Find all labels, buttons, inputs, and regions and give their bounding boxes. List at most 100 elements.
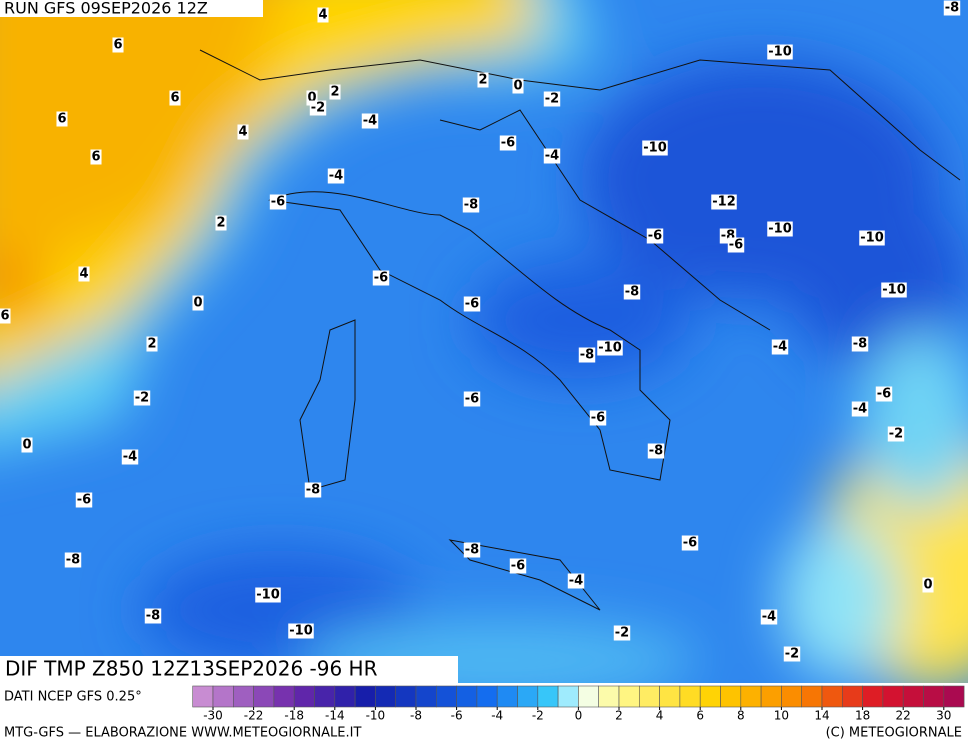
- contour-label: -8: [306, 483, 320, 498]
- contour-label: -10: [643, 141, 667, 156]
- contour-label-bg: [121, 449, 139, 465]
- contour-label-bg: [112, 37, 124, 53]
- contour-label-bg: [90, 149, 102, 165]
- colorbar-box: [902, 685, 924, 708]
- footer-right: (C) METEOGIORNALE: [826, 726, 962, 741]
- contour-label: -4: [773, 340, 787, 355]
- contour-label-bg: [146, 336, 158, 352]
- contour-label: 0: [193, 296, 202, 311]
- colorbar-box: [192, 685, 214, 708]
- contour-label-bg: [578, 347, 596, 363]
- contour-label: -8: [464, 198, 478, 213]
- contour-label: 6: [91, 150, 100, 165]
- colorbar-box: [273, 685, 295, 708]
- contour-label-bg: [255, 587, 281, 603]
- contour-label: 2: [216, 216, 225, 231]
- colorbar-tick-label: 6: [696, 709, 704, 723]
- colorbar-box: [375, 685, 396, 708]
- colorbar-box: [760, 685, 782, 708]
- contour-label: -2: [545, 92, 559, 107]
- colorbar-box: [821, 685, 843, 708]
- field-title-box: [0, 656, 458, 683]
- contour-label: 0: [307, 91, 316, 106]
- contour-label: -6: [465, 297, 479, 312]
- colorbar-tick-label: 0: [575, 709, 583, 723]
- colorbar-box: [456, 685, 478, 708]
- contour-label: -4: [762, 610, 776, 625]
- colorbar-box: [354, 685, 376, 708]
- contour-label: -2: [785, 647, 799, 662]
- contour-label: 2: [330, 85, 339, 100]
- contour-label-bg: [0, 308, 11, 324]
- colorbar: -30 -22 -18 -14 -10 -8 -6 -4 -2 0 2 4 6 8 10 14 18 22 30: [192, 685, 965, 723]
- colorbar-tick-label: 14: [814, 709, 829, 723]
- contour-label-bg: [646, 228, 664, 244]
- contour-label: -6: [511, 559, 525, 574]
- contour-label-bg: [727, 237, 745, 253]
- contour-label-bg: [597, 340, 623, 356]
- contour-label: -4: [363, 114, 377, 129]
- colorbar-box: [395, 685, 417, 708]
- colorbar-box: [841, 685, 863, 708]
- contour-label-bg: [647, 443, 665, 459]
- contour-label: -6: [465, 392, 479, 407]
- colorbar-box: [699, 685, 721, 708]
- contour-label: 0: [923, 578, 932, 593]
- contour-label: 0: [22, 438, 31, 453]
- colorbar-box: [923, 685, 945, 708]
- colorbar-tick-label: -30: [203, 709, 223, 723]
- contour-label: -8: [625, 285, 639, 300]
- contour-label: -6: [683, 536, 697, 551]
- contour-label-bg: [771, 339, 789, 355]
- contour-label: -10: [256, 588, 280, 603]
- contour-label: -8: [945, 1, 959, 16]
- contour-label: -10: [289, 624, 313, 639]
- colorbar-box: [253, 685, 275, 708]
- contour-label-bg: [543, 148, 561, 164]
- contour-label: -6: [877, 387, 891, 402]
- contour-label: -6: [271, 195, 285, 210]
- contour-label: 6: [57, 112, 66, 127]
- contour-label-bg: [133, 390, 151, 406]
- contour-label-bg: [215, 215, 227, 231]
- contour-label: -10: [598, 341, 622, 356]
- contour-label: -8: [146, 609, 160, 624]
- colorbar-tick-label: -18: [284, 709, 304, 723]
- contour-label-bg: [760, 609, 778, 625]
- contour-label-bg: [329, 84, 341, 100]
- contour-label-bg: [306, 90, 318, 106]
- colorbar-box: [638, 685, 660, 708]
- contour-label: -4: [569, 574, 583, 589]
- colorbar-box: [496, 685, 518, 708]
- coastlines: [199, 49, 961, 611]
- contour-label-bg: [477, 72, 489, 88]
- colorbar-box: [659, 685, 681, 708]
- contour-label: -8: [853, 337, 867, 352]
- colorbar-box: [578, 685, 600, 708]
- contour-label-bg: [623, 284, 641, 300]
- colorbar-tick-label: 30: [936, 709, 951, 723]
- colorbar-tick-label: -4: [491, 709, 503, 723]
- contour-label: 4: [318, 8, 327, 23]
- contour-label-bg: [75, 492, 93, 508]
- contour-label-bg: [288, 623, 314, 639]
- contour-label: -12: [712, 195, 736, 210]
- contour-label-bg: [462, 197, 480, 213]
- contour-label: 6: [113, 38, 122, 53]
- contour-label-bg: [237, 124, 249, 140]
- contour-label-bg: [881, 282, 907, 298]
- contour-label-bg: [543, 91, 561, 107]
- contour-label: -2: [135, 391, 149, 406]
- contour-label-bg: [463, 391, 481, 407]
- colorbar-box: [415, 685, 437, 708]
- contour-label-bg: [859, 230, 885, 246]
- contour-label: 0: [513, 79, 522, 94]
- colorbar-box: [293, 685, 315, 708]
- colorbar-box: [517, 685, 539, 708]
- contour-label: -4: [329, 169, 343, 184]
- contour-label: -6: [501, 136, 515, 151]
- contour-label-bg: [642, 140, 668, 156]
- contour-label-bg: [681, 535, 699, 551]
- contour-label: 6: [170, 91, 179, 106]
